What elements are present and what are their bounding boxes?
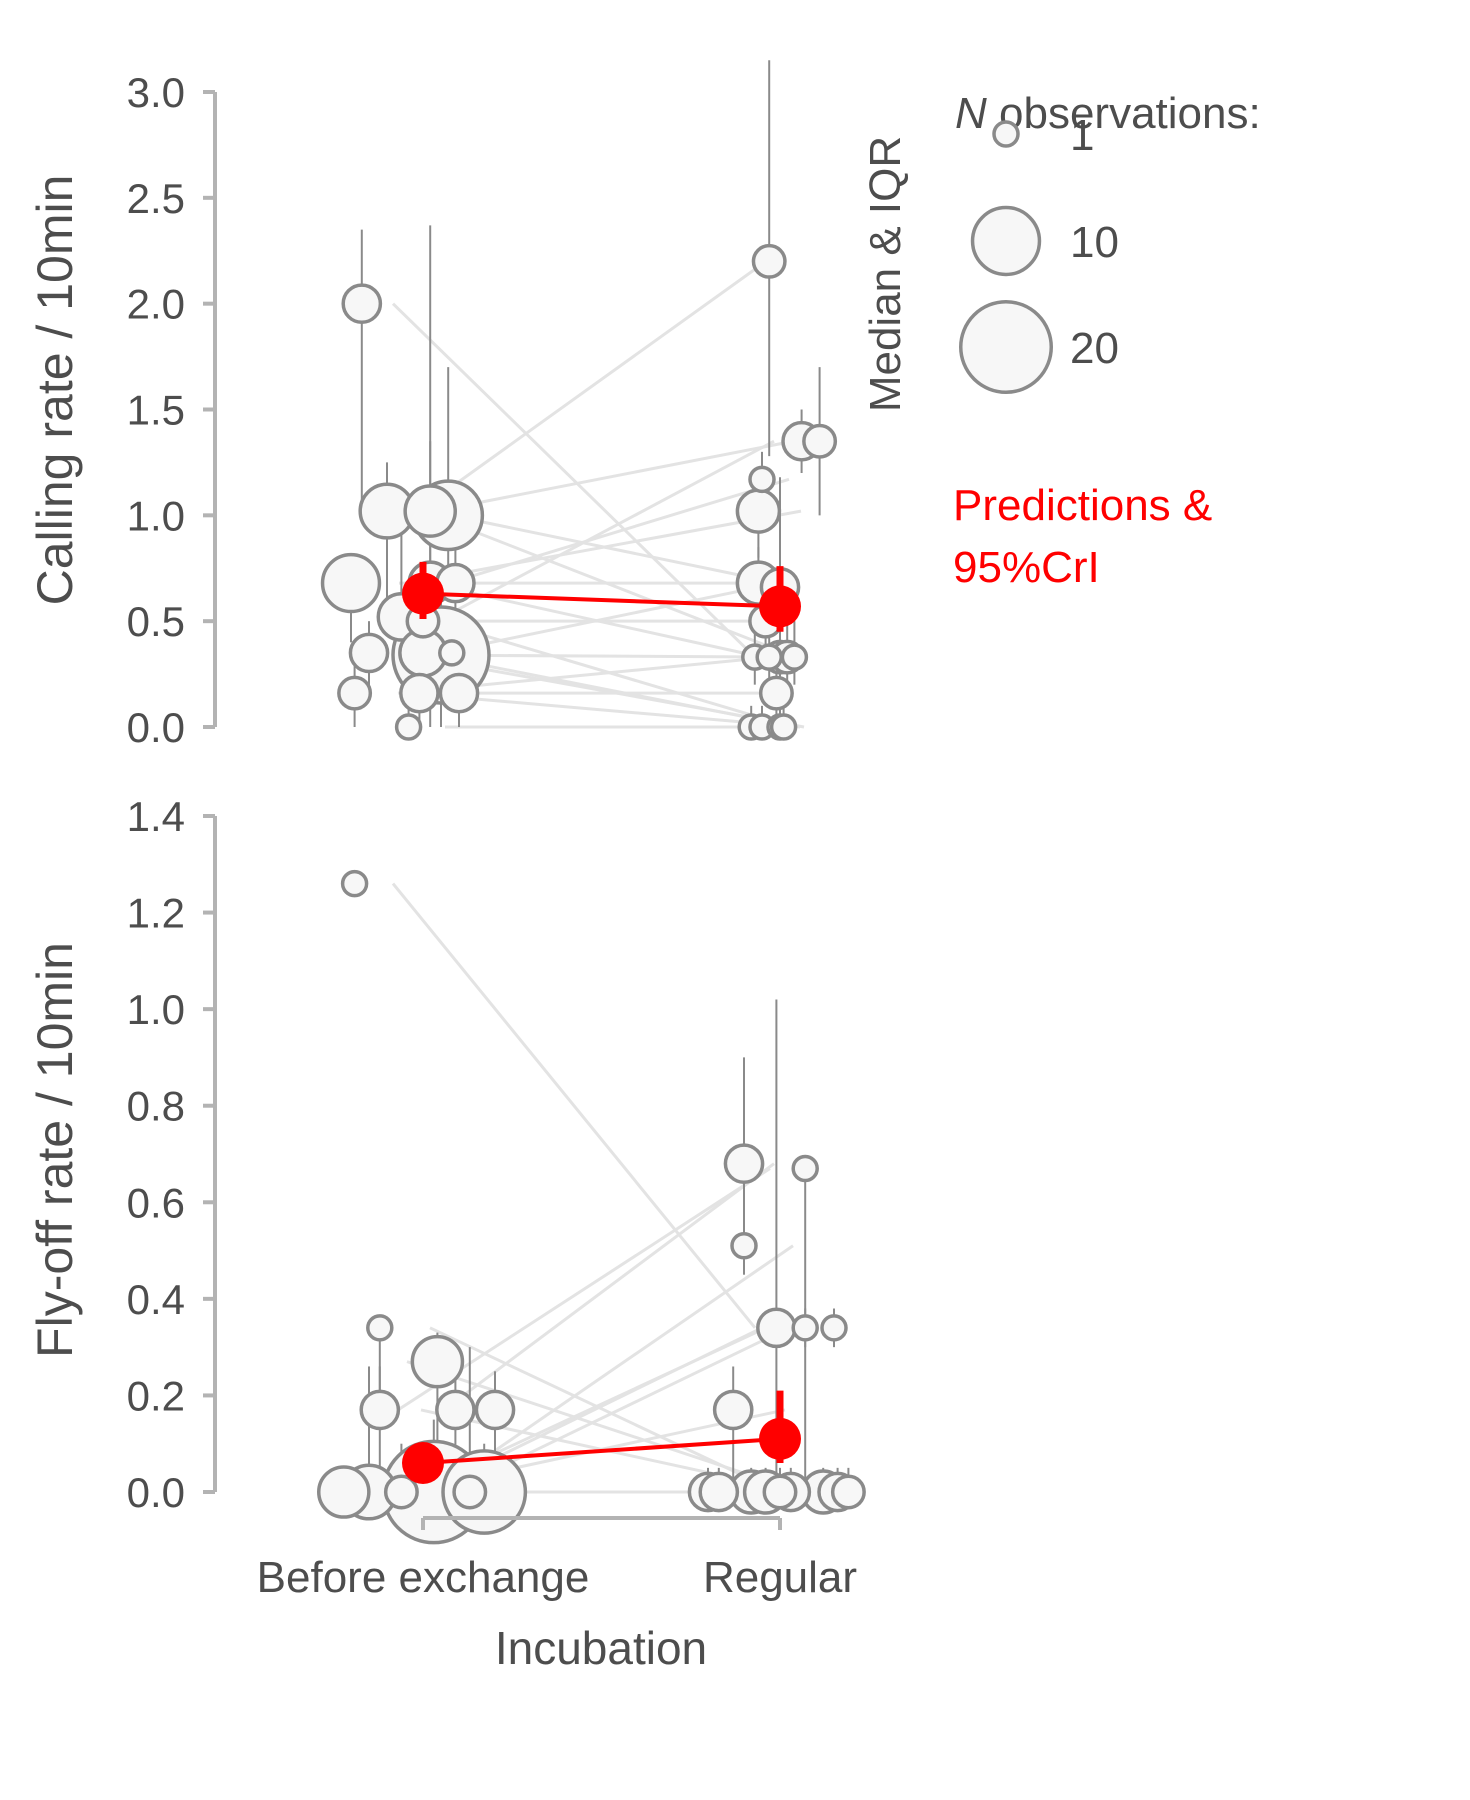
- data-point: [735, 488, 782, 534]
- data-point: [748, 465, 776, 494]
- data-point: [366, 1314, 394, 1342]
- data-point: [403, 484, 457, 538]
- legend-predictions-line1: Predictions &: [953, 481, 1212, 530]
- y-tick-label: 1.5: [127, 387, 185, 434]
- pair-line: [443, 439, 775, 619]
- y-tick-label: 0.0: [127, 1469, 185, 1516]
- legend-size-label: 20: [1070, 324, 1119, 373]
- y-tick-label: 0.5: [127, 598, 185, 645]
- data-point: [337, 675, 373, 711]
- legend-size-circle: [959, 300, 1053, 394]
- pair-line: [406, 509, 802, 585]
- x-tick-label: Regular: [703, 1553, 857, 1602]
- fly-off-rate-panel: 0.0 0.2 0.4 0.6 0.8 1.0 1.2 1.4 Fly-off rate / 1…: [27, 793, 866, 1674]
- data-point: [320, 552, 382, 614]
- data-point: [730, 1231, 758, 1260]
- legend-size-label: 10: [1070, 218, 1119, 267]
- pair-line: [439, 585, 759, 655]
- data-point: [438, 639, 466, 667]
- data-point: [399, 672, 440, 714]
- pair-line: [411, 260, 767, 517]
- y-tick-label: 0.6: [127, 1179, 185, 1226]
- data-point: [341, 283, 383, 325]
- data-point: [348, 632, 390, 674]
- data-point: [756, 1307, 797, 1349]
- data-point: [755, 643, 783, 671]
- data-point: [802, 423, 838, 459]
- x-axis-label: Incubation: [495, 1622, 707, 1674]
- y-tick-label: 1.0: [127, 986, 185, 1033]
- legend-size-circle: [992, 120, 1020, 148]
- y-tick-label: 0.8: [127, 1083, 185, 1130]
- data-point: [340, 869, 369, 898]
- data-point: [762, 1474, 798, 1510]
- data-point: [359, 1389, 401, 1431]
- prediction-line: [422, 591, 781, 609]
- pair-line: [391, 302, 757, 659]
- data-point: [758, 675, 794, 711]
- y-tick-label: 0.2: [127, 1372, 185, 1419]
- prediction-point: [402, 1442, 444, 1485]
- data-point: [410, 1334, 465, 1389]
- data-point: [452, 1474, 488, 1510]
- data-point: [723, 1143, 765, 1184]
- data-point: [435, 1389, 476, 1431]
- legend: N observations: 1 10 20 Median & IQR Predi…: [861, 89, 1261, 592]
- pair-line: [443, 1162, 775, 1412]
- data-point: [712, 1389, 754, 1431]
- calling-rate-panel: 0.0 0.5 1.0 1.5 2.0 2.5 3.0 Calling rate / 10mi…: [27, 60, 838, 751]
- pair-line: [406, 1360, 802, 1494]
- y-tick-label: 0.4: [127, 1276, 185, 1323]
- y-tick-label: 1.0: [127, 492, 185, 539]
- legend-median-iqr-label: Median & IQR: [861, 136, 910, 412]
- y-tick-label: 1.2: [127, 890, 185, 937]
- legend-predictions-line2: 95%CrI: [953, 543, 1100, 592]
- data-point: [383, 1474, 419, 1510]
- data-point: [820, 1314, 848, 1342]
- x-tick-label: Before exchange: [257, 1553, 590, 1602]
- pair-line: [435, 619, 793, 729]
- prediction-point: [759, 1417, 801, 1460]
- data-point: [438, 672, 480, 714]
- data-point: [780, 643, 809, 671]
- data-point: [394, 713, 423, 741]
- y-axis-label: Fly-off rate / 10min: [27, 942, 83, 1358]
- y-axis-label: Calling rate / 10min: [27, 175, 83, 606]
- data-point: [317, 1465, 371, 1519]
- y-tick-label: 3.0: [127, 69, 185, 116]
- y-tick-label: 2.0: [127, 281, 185, 328]
- y-tick-label: 0.0: [127, 704, 185, 751]
- legend-size-label: 1: [1070, 111, 1094, 160]
- legend-size-title: N observations:: [955, 89, 1261, 138]
- data-point: [791, 1314, 819, 1342]
- data-point: [698, 1471, 740, 1513]
- legend-size-circle: [970, 205, 1042, 277]
- pair-line: [434, 439, 794, 513]
- prediction-point: [402, 572, 444, 615]
- y-tick-label: 2.5: [127, 175, 185, 222]
- prediction-line: [422, 1436, 781, 1466]
- data-point: [474, 1389, 516, 1431]
- pair-line: [391, 882, 757, 1329]
- pair-line: [448, 477, 790, 585]
- data-point: [751, 243, 787, 279]
- prediction-point: [759, 585, 801, 628]
- y-tick-label: 1.4: [127, 793, 185, 840]
- data-point: [769, 713, 798, 741]
- data-point: [830, 1474, 866, 1510]
- data-point: [791, 1154, 819, 1183]
